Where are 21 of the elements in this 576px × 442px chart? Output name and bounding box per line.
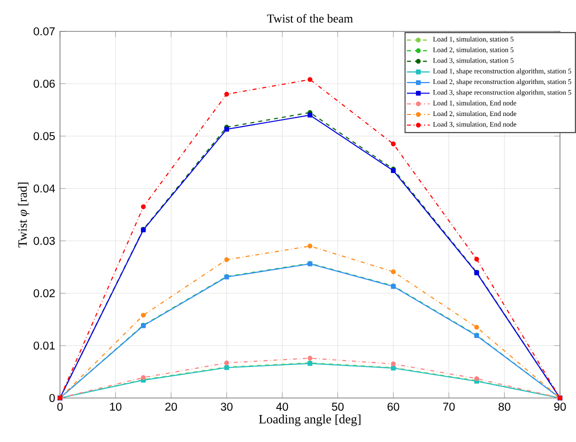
y-tick-label: 0.02 [34,289,55,298]
y-tick-label: 0.03 [34,236,55,245]
chart-title: Twist of the beam [267,14,353,23]
x-tick-label: 50 [332,402,344,411]
x-tick-label: 60 [388,402,400,411]
x-tick-label: 30 [220,402,233,411]
x-tick-label: 40 [276,402,288,411]
y-tick-label: 0.07 [34,27,55,36]
x-tick-label: 10 [110,402,122,411]
x-tick-label: 90 [554,402,566,411]
y-tick-label: 0 [49,394,55,402]
y-tick-label: 0.06 [34,80,55,88]
x-tick-label: 0 [57,402,63,411]
x-tick-label: 80 [498,402,510,411]
x-axis-title: Loading angle [deg] [259,414,360,426]
x-tick-label: 70 [443,402,455,411]
y-tick-label: 0.01 [34,342,55,350]
y-tick-label: 0.04 [34,184,55,192]
y-tick-label: 0.05 [34,132,55,140]
x-tick-label: 20 [165,402,177,411]
y-axis-title: Twist φ [rad] [18,182,30,248]
